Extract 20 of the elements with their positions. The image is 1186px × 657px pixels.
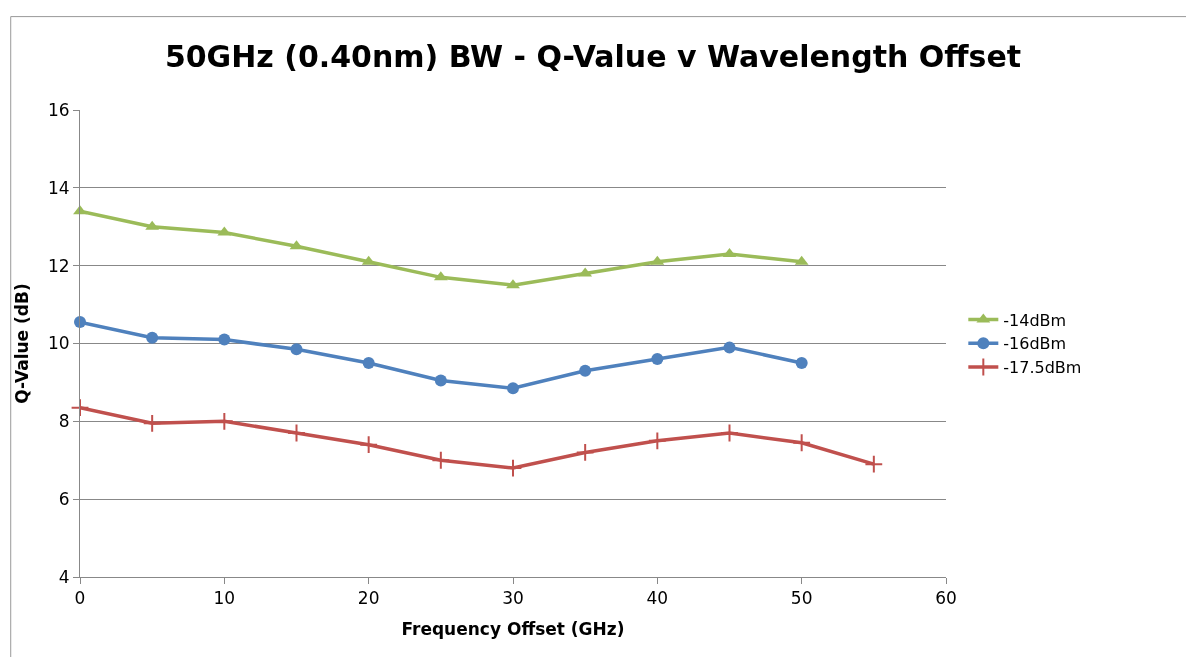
y-tick-label: 6 xyxy=(58,489,70,510)
x-tick-label: 50 xyxy=(790,588,813,609)
y-axis-title: Q-Value (dB) xyxy=(11,283,32,404)
x-tick-label: 20 xyxy=(357,588,380,609)
y-tick-label: 16 xyxy=(47,99,70,120)
y-tick-label: 12 xyxy=(47,255,70,276)
y-tick-label: 8 xyxy=(58,411,70,432)
chart-title: 50GHz (0.40nm) BW - Q-Value v Wavelength Offset xyxy=(164,38,1022,74)
y-tick-label: 4 xyxy=(58,566,70,587)
x-tick-label: 60 xyxy=(935,588,957,609)
x-tick-label: 30 xyxy=(502,588,524,609)
legend-label: -17.5dBm xyxy=(1003,358,1082,378)
y-tick-label: 10 xyxy=(47,333,70,354)
y-tick-label: 14 xyxy=(47,177,70,198)
x-tick-label: 10 xyxy=(213,588,236,609)
x-tick-label: 0 xyxy=(74,588,86,609)
x-tick-label: 40 xyxy=(646,588,669,609)
x-axis-title: Frequency Offset (GHz) xyxy=(401,618,625,639)
legend-label: -14dBm xyxy=(1003,310,1067,330)
legend-label: -16dBm xyxy=(1003,334,1067,354)
